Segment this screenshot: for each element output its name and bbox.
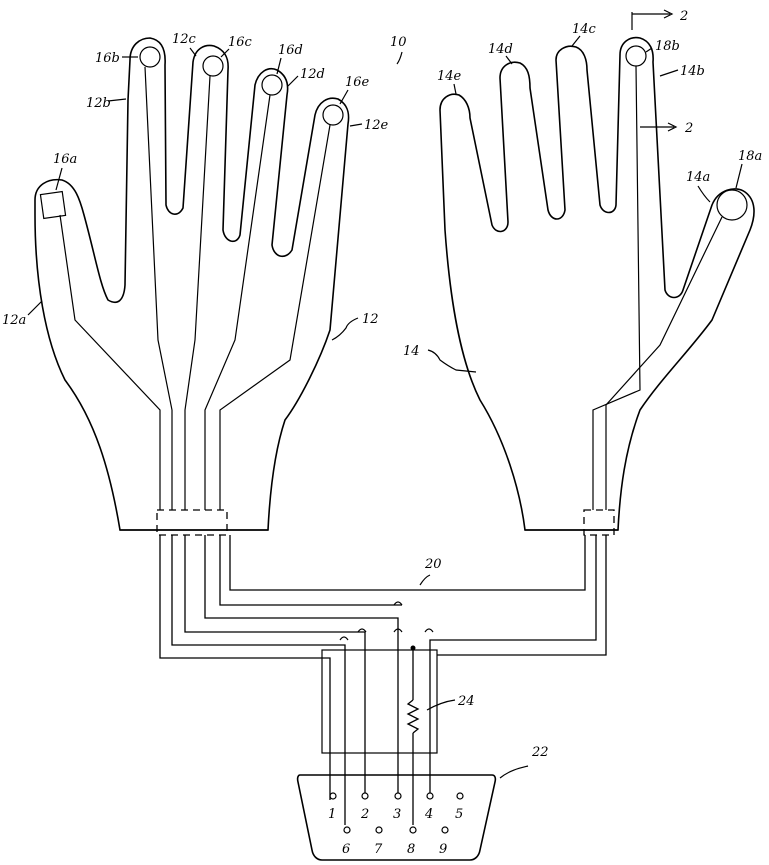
label-left-sensor-little: 16e <box>345 75 370 90</box>
pin-label-7: 7 <box>374 842 383 857</box>
right-glove-outline <box>440 38 754 530</box>
label-fig-ref-leader <box>397 52 402 64</box>
label-left-sensor-little-leader <box>340 90 348 104</box>
right-thumb-sensor-18a <box>717 190 747 220</box>
left-glove <box>35 38 349 535</box>
wire-f <box>230 535 585 590</box>
cable-junction-box <box>322 650 437 753</box>
right-cuff-connector-box <box>584 510 614 535</box>
left-cuff-connector-box <box>157 510 227 535</box>
pin-label-4: 4 <box>424 807 433 822</box>
label-left-sensor-ring: 16d <box>278 43 303 58</box>
label-right-middle: 14c <box>572 22 597 37</box>
left-thumb-sensor-16a <box>40 192 65 219</box>
label-resistor-leader <box>427 700 455 710</box>
pin-7 <box>376 827 382 833</box>
label-left-index: 12b <box>86 96 111 111</box>
label-right-middle-leader <box>572 36 580 46</box>
pin-label-6: 6 <box>342 842 350 857</box>
label-left-glove-leader <box>332 318 358 340</box>
left-index-sensor-16b <box>140 47 160 67</box>
label-cable: 20 <box>424 557 442 572</box>
pin-label-5: 5 <box>455 807 463 822</box>
label-left-little-leader <box>350 124 362 126</box>
pin-5 <box>457 793 463 799</box>
wire-d <box>205 535 398 793</box>
right-trace-index <box>593 66 640 510</box>
left-trace-thumb <box>60 215 160 510</box>
cable-harness <box>160 535 606 825</box>
left-trace-index <box>145 67 172 510</box>
label-left-little: 12e <box>364 118 389 133</box>
label-left-ring-leader <box>288 76 298 86</box>
label-left-glove: 12 <box>362 312 379 327</box>
cable-label-leader <box>420 575 430 585</box>
right-glove <box>440 38 754 535</box>
pin-3 <box>395 793 401 799</box>
wire-e <box>220 535 402 605</box>
label-left-sensor-thumb: 16a <box>53 152 77 167</box>
pin-label-9: 9 <box>439 842 447 857</box>
label-connector: 22 <box>531 745 549 760</box>
left-trace-middle <box>185 76 210 510</box>
label-right-index: 14b <box>680 64 705 79</box>
pin-label-2: 2 <box>360 807 369 822</box>
label-fig-ref: 10 <box>390 35 407 50</box>
pin-label-3: 3 <box>393 807 401 822</box>
pin-label-8: 8 <box>407 842 415 857</box>
wire-b <box>172 535 345 825</box>
wire-hop-3 <box>425 629 433 632</box>
pin-9 <box>442 827 448 833</box>
label-right-little-leader <box>454 84 456 94</box>
label-left-middle: 12c <box>172 32 197 47</box>
resistor-junction-dot <box>411 646 416 651</box>
label-left-sensor-middle: 16c <box>228 35 253 50</box>
label-right-ring: 14d <box>488 42 513 57</box>
wire-g <box>430 535 596 793</box>
label-left-thumb-leader <box>28 301 42 315</box>
label-left-sensor-index: 16b <box>95 51 120 66</box>
left-trace-little <box>220 125 330 510</box>
pin-4 <box>427 793 433 799</box>
left-middle-sensor-16c <box>203 56 223 76</box>
pin-6 <box>344 827 350 833</box>
label-right-glove-leader <box>428 350 476 372</box>
wire-c <box>185 535 365 793</box>
left-ring-sensor-16d <box>262 75 282 95</box>
label-left-thumb: 12a <box>2 313 26 328</box>
reference-labels: 10 12 14 20 22 24 2 2 12a 12b 12c 12d 12… <box>2 9 762 760</box>
left-little-sensor-16e <box>323 105 343 125</box>
pin-label-1: 1 <box>328 807 336 822</box>
label-left-ring: 12d <box>300 67 325 82</box>
pin-2 <box>362 793 368 799</box>
label-right-sensor-thumb: 18a <box>738 149 762 164</box>
pin-1 <box>330 793 336 799</box>
left-glove-outline <box>35 38 349 530</box>
pin-8 <box>410 827 416 833</box>
label-section-top: 2 <box>679 9 688 24</box>
wire-hop-5 <box>340 637 348 640</box>
label-right-little: 14e <box>437 69 462 84</box>
label-right-thumb-leader <box>698 186 710 202</box>
wire-h <box>437 535 606 655</box>
connector-label-leader <box>500 766 528 778</box>
label-resistor: 24 <box>457 694 475 709</box>
label-right-thumb: 14a <box>686 170 710 185</box>
right-index-sensor-18b <box>626 46 646 66</box>
left-trace-ring <box>205 95 270 510</box>
label-section-bottom: 2 <box>684 121 693 136</box>
label-right-sensor-index-leader <box>646 48 652 52</box>
resistor-24 <box>408 700 418 733</box>
label-right-sensor-thumb-leader <box>736 164 742 188</box>
label-right-glove: 14 <box>403 344 420 359</box>
label-right-index-leader <box>660 70 678 76</box>
label-right-sensor-index: 18b <box>655 39 680 54</box>
label-left-middle-leader <box>190 48 196 56</box>
